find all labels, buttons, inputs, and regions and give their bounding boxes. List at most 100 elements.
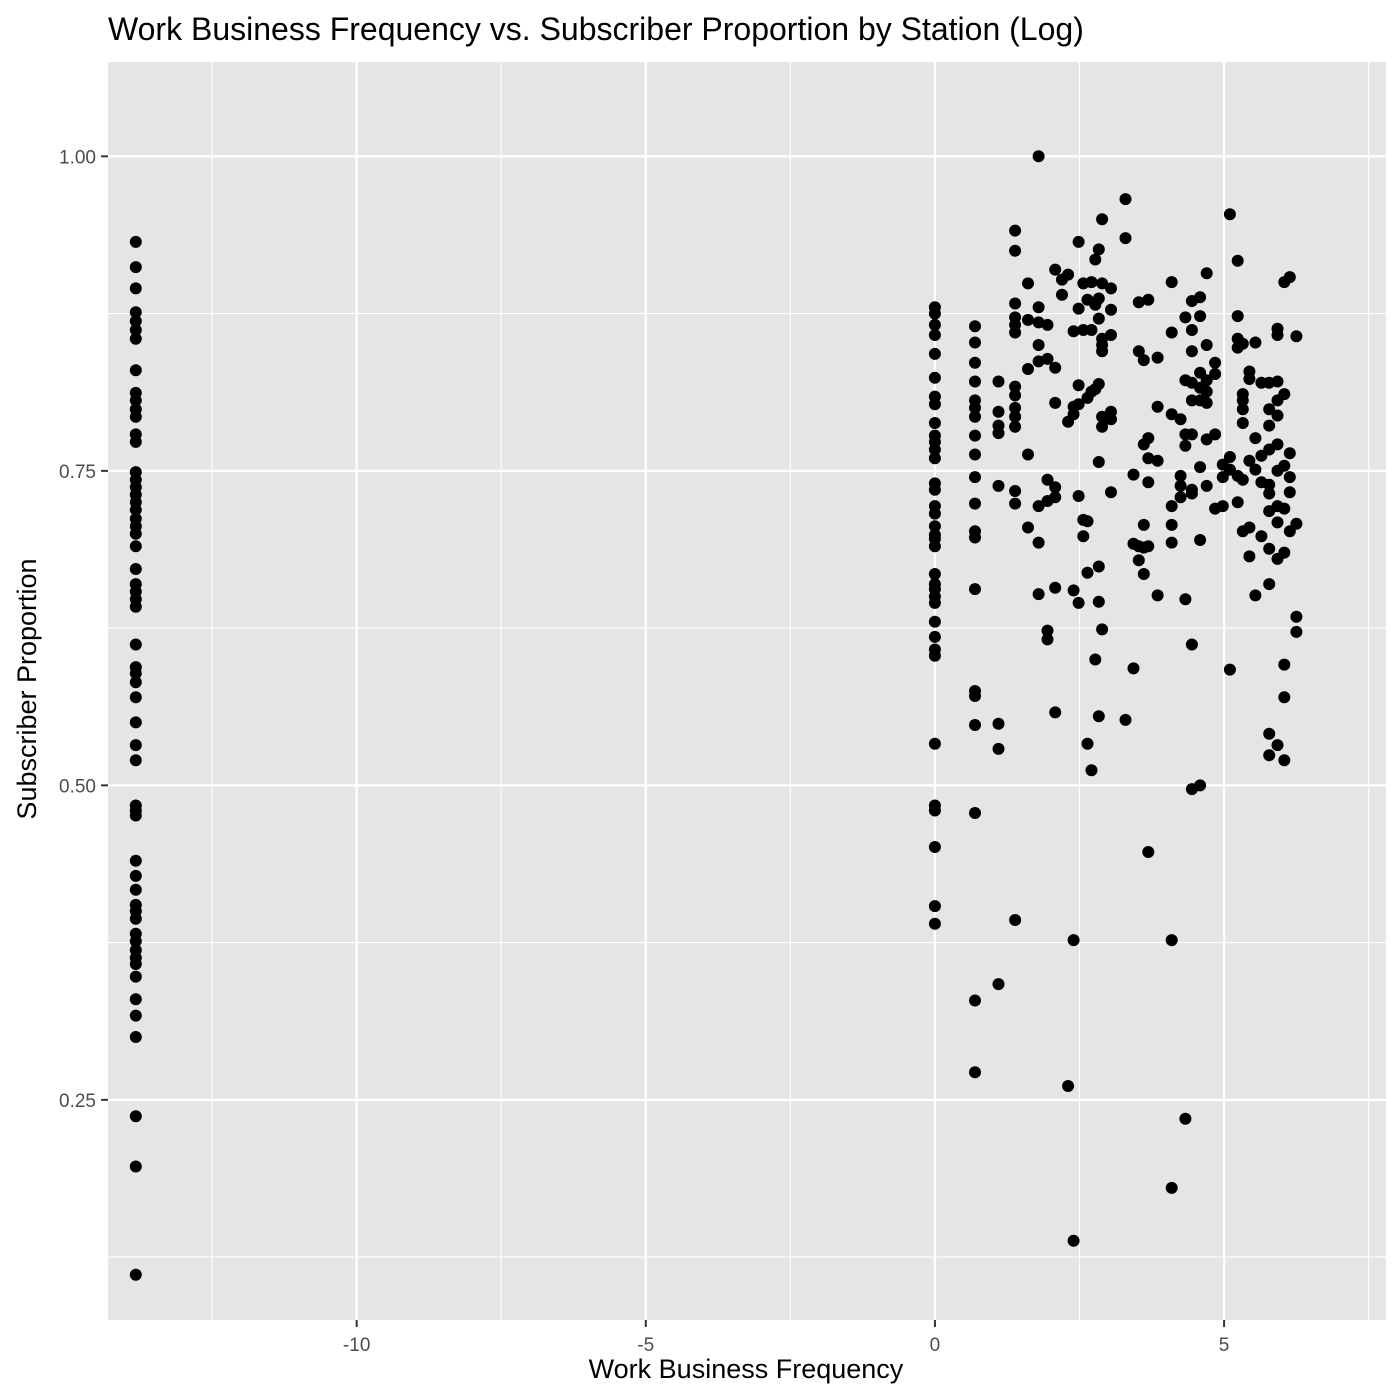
- y-axis-title: Subscriber Proportion: [12, 558, 42, 819]
- data-point: [1278, 754, 1291, 767]
- data-point: [969, 497, 981, 510]
- data-point: [1049, 706, 1062, 719]
- data-point: [928, 318, 941, 331]
- data-point: [1092, 312, 1105, 325]
- data-point: [1243, 550, 1256, 563]
- data-point: [1132, 554, 1145, 567]
- data-point: [129, 1009, 142, 1022]
- data-point: [129, 958, 142, 970]
- y-tick-label: 1.00: [59, 147, 96, 168]
- data-point: [1271, 329, 1284, 341]
- data-point: [1165, 934, 1178, 947]
- data-point: [129, 364, 142, 377]
- data-point: [1174, 479, 1187, 492]
- data-point: [1092, 560, 1105, 573]
- data-point: [1174, 491, 1187, 504]
- data-point: [969, 807, 981, 819]
- data-point: [928, 398, 941, 411]
- data-point: [1119, 232, 1132, 245]
- data-point: [1165, 326, 1178, 339]
- data-point: [928, 347, 941, 360]
- data-point: [928, 596, 941, 609]
- data-point: [1009, 485, 1022, 497]
- data-point: [1072, 490, 1085, 502]
- data-point: [1119, 193, 1132, 206]
- data-point: [969, 448, 981, 461]
- data-point: [129, 563, 142, 575]
- data-point: [992, 742, 1005, 755]
- data-point: [1151, 454, 1164, 467]
- data-point: [1009, 401, 1022, 414]
- data-point: [1142, 293, 1155, 306]
- y-tick-label: 0.50: [59, 776, 96, 797]
- data-point: [129, 691, 142, 704]
- data-point: [1290, 625, 1303, 638]
- y-tick-label: 0.25: [59, 1091, 96, 1112]
- data-point: [1096, 277, 1109, 290]
- data-point: [1105, 282, 1117, 295]
- data-point: [992, 427, 1005, 440]
- data-point: [1137, 518, 1150, 531]
- data-point: [129, 600, 142, 613]
- data-point: [129, 739, 142, 752]
- data-point: [1243, 454, 1256, 467]
- data-point: [1142, 846, 1155, 858]
- data-point: [1096, 345, 1109, 358]
- data-point: [1263, 542, 1276, 555]
- data-point: [129, 1031, 142, 1043]
- data-point: [1081, 566, 1094, 579]
- data-point: [129, 261, 142, 274]
- data-point: [928, 568, 941, 580]
- data-point: [1067, 934, 1080, 947]
- data-point: [1081, 515, 1094, 528]
- data-point: [129, 993, 142, 1006]
- data-point: [1185, 487, 1198, 500]
- chart-title: Work Business Frequency vs. Subscriber P…: [108, 11, 1084, 47]
- data-point: [1223, 451, 1236, 463]
- data-point: [1092, 243, 1105, 256]
- data-point: [1179, 593, 1192, 606]
- data-point: [129, 282, 142, 295]
- data-point: [1185, 345, 1198, 358]
- data-point: [1249, 432, 1262, 445]
- data-point: [1271, 409, 1284, 422]
- data-point: [1009, 389, 1022, 402]
- data-point: [969, 583, 981, 596]
- data-point: [1067, 325, 1080, 338]
- data-point: [1132, 296, 1145, 309]
- data-point: [1249, 336, 1262, 349]
- data-point: [969, 531, 981, 544]
- data-point: [928, 443, 941, 456]
- data-point: [129, 676, 142, 689]
- data-point: [1165, 518, 1178, 531]
- data-point: [1105, 329, 1117, 341]
- data-point: [1271, 516, 1284, 529]
- data-point: [992, 479, 1005, 492]
- data-point: [1127, 468, 1140, 481]
- data-point: [129, 912, 142, 925]
- data-point: [129, 324, 142, 336]
- data-point: [129, 638, 142, 651]
- data-point: [1174, 469, 1187, 482]
- data-point: [1231, 496, 1244, 509]
- data-point: [928, 520, 941, 533]
- data-point: [928, 900, 941, 913]
- data-point: [1185, 638, 1198, 651]
- data-point: [1085, 276, 1098, 289]
- data-point: [1236, 394, 1249, 407]
- data-point: [1263, 578, 1276, 591]
- plot-panel: [108, 62, 1386, 1320]
- data-point: [1231, 310, 1244, 323]
- data-point: [129, 540, 142, 553]
- data-point: [1179, 439, 1192, 452]
- data-point: [1142, 476, 1155, 489]
- data-point: [129, 716, 142, 729]
- data-point: [1022, 521, 1034, 534]
- data-point: [1092, 456, 1105, 468]
- data-point: [928, 615, 941, 628]
- data-point: [1231, 254, 1244, 267]
- data-point: [1022, 363, 1034, 375]
- data-point: [1209, 428, 1222, 441]
- data-point: [1236, 403, 1249, 416]
- data-point: [1200, 374, 1213, 387]
